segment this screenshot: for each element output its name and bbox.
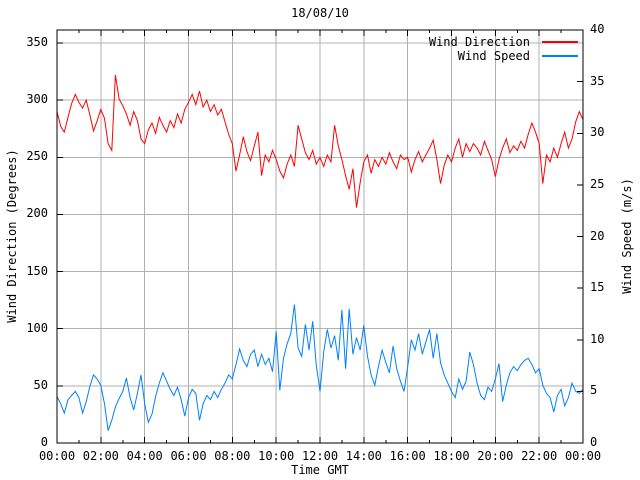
legend: Wind Direction Wind Speed [429,35,578,63]
y2-tick-label: 10 [590,331,605,346]
wind-direction-line-sample [542,41,578,43]
x-tick-label: 18:00 [433,449,470,463]
y2-tick-label: 25 [590,176,605,191]
y1-tick-label: 0 [40,435,48,449]
x-tick-label: 04:00 [126,449,163,463]
x-tick-label: 08:00 [214,449,251,463]
y2-tick-label: 20 [590,228,605,243]
x-tick-label: 02:00 [82,449,119,463]
x-tick-label: 22:00 [521,449,558,463]
y1-tick-label: 200 [26,206,48,221]
y1-tick-label: 100 [26,320,48,335]
y2-axis-label: Wind Speed (m/s) [620,178,634,294]
x-axis-label: Time GMT [291,463,349,477]
y2-tick-label: 15 [590,280,605,295]
x-tick-label: 00:00 [564,449,602,463]
wind-speed-line-sample [542,55,578,57]
y1-tick-label: 350 [26,35,48,49]
legend-label-wind-speed: Wind Speed [457,49,530,63]
legend-label-wind-direction: Wind Direction [428,35,530,49]
y1-tick-label: 300 [26,92,48,107]
chart-title: 18/08/10 [291,6,349,20]
x-tick-label: 12:00 [301,449,339,463]
x-tick-label: 20:00 [477,449,514,463]
wind-direction-series [56,74,584,208]
x-tick-label: 14:00 [345,449,382,463]
legend-entry-wind-speed: Wind Speed [429,49,578,63]
y1-tick-label: 250 [26,149,48,164]
x-tick-label: 16:00 [389,449,426,463]
x-tick-label: 00:00 [38,449,76,463]
legend-entry-wind-direction: Wind Direction [429,35,578,49]
x-tick-label: 10:00 [258,449,295,463]
x-tick-label: 06:00 [170,449,207,463]
y1-tick-label: 50 [33,377,48,392]
y2-tick-label: 0 [590,435,598,449]
y1-tick-label: 150 [26,263,48,278]
y1-axis-label: Wind Direction (Degrees) [5,149,19,323]
y2-tick-label: 5 [590,383,598,398]
y2-tick-label: 35 [590,73,605,88]
y2-tick-label: 40 [590,22,605,36]
y2-tick-label: 30 [590,125,605,140]
wind-speed-series [56,304,584,431]
